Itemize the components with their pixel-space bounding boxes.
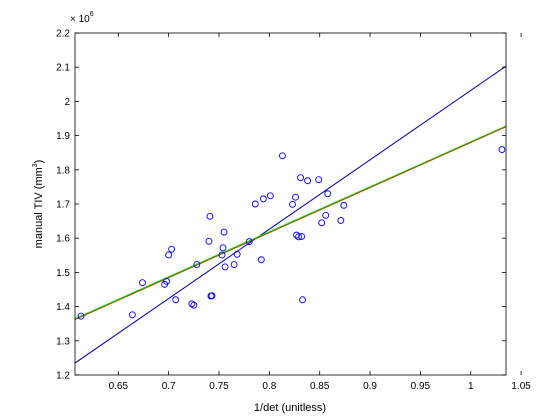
y-tick-label: 1.7 [56,200,70,211]
x-tick-label: 1.05 [511,381,531,392]
fit-line-3 [75,126,506,321]
data-point [77,312,85,320]
data-point [337,216,345,224]
y-tick-label: 2.2 [56,29,70,40]
y-tick-label: 2 [64,97,70,108]
y-axis-label: manual TIV (mm3) [32,160,45,249]
data-point [299,296,307,304]
x-tick-label: 0.75 [209,381,229,392]
data-point [139,279,146,287]
data-point [163,277,171,285]
data-point [193,261,201,268]
y-tick-label: 1.8 [56,165,70,176]
x-tick-label: 0.65 [109,381,129,392]
fit-line-2 [75,125,506,320]
y-multiplier: × 106 [70,11,94,25]
y-tick-label: 1.2 [56,371,70,382]
data-points [77,146,506,320]
data-point [168,245,176,253]
data-point [205,237,213,245]
x-tick-label: 0.9 [363,381,377,392]
data-point [208,292,216,300]
y-axis-ticks: 1.2 1.3 1.4 1.5 1.6 1.7 1.8 1.9 2 2.1 2.2 [56,29,506,382]
data-point [172,296,180,304]
x-tick-label: 0.8 [262,381,276,392]
data-point [266,192,274,200]
data-point [298,233,306,240]
fit-line-1 [75,65,506,364]
data-point [297,174,305,182]
data-point [304,177,312,185]
data-point [218,251,226,259]
y-tick-label: 1.5 [56,268,70,279]
x-tick-label: 0.85 [310,381,330,392]
data-point [165,251,173,259]
x-tick-label: 1 [468,381,474,392]
data-point [289,200,296,208]
data-point [278,152,286,160]
y-tick-label: 2.1 [56,63,70,74]
data-point [295,233,303,241]
x-tick-label: 0.95 [411,381,431,392]
data-point [188,300,196,308]
y-tick-label: 1.9 [56,131,70,142]
x-tick-label: 0.7 [162,381,176,392]
data-point [315,176,323,184]
data-point [220,228,228,236]
data-point [293,231,300,239]
data-point [259,195,267,203]
x-axis-label: 1/det (unitless) [254,402,326,414]
data-point [230,261,238,268]
y-tick-label: 1.6 [56,234,70,245]
plot-area [75,33,506,375]
data-point [206,212,214,220]
data-point [292,193,299,201]
data-point [190,301,198,309]
x-axis-ticks: 0.65 0.7 0.75 0.8 0.85 0.9 0.95 1 1.05 [109,33,531,392]
data-point [233,250,241,258]
data-point [340,201,348,209]
data-point [251,200,259,208]
data-point [221,263,229,271]
data-point [257,256,265,264]
data-point [498,146,506,154]
y-tick-label: 1.3 [56,336,70,347]
data-point [324,190,332,198]
data-point [245,238,253,246]
data-point [318,219,326,227]
data-point [219,244,227,252]
data-point [128,311,136,319]
data-point [322,211,330,219]
fit-lines [75,65,506,364]
y-tick-label: 1.4 [56,302,70,313]
